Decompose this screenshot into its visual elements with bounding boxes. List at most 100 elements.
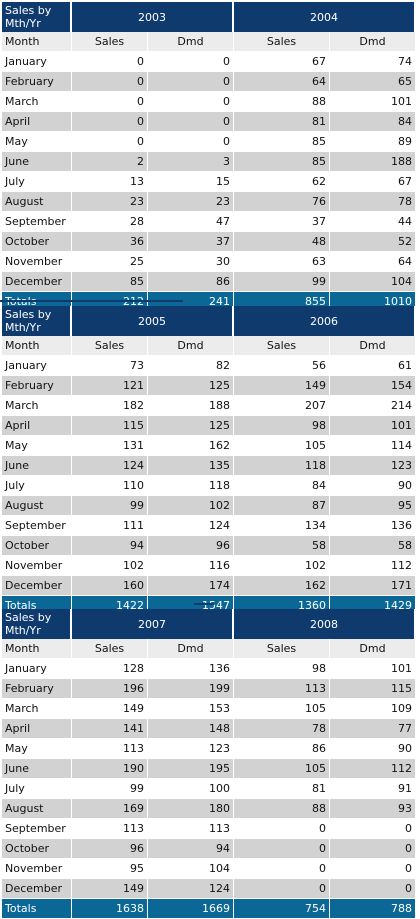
month-cell: April: [2, 719, 72, 739]
sales-cell: 86: [234, 739, 330, 759]
table-row: December 149 124 0 0: [2, 879, 416, 899]
total-dmd-cell: 788: [330, 899, 416, 919]
month-cell: May: [2, 132, 72, 152]
sales-cell: 0: [72, 132, 148, 152]
dmd-cell: 124: [148, 516, 234, 536]
sales-cell: 196: [72, 679, 148, 699]
column-header-row: Month Sales Dmd Sales Dmd: [2, 32, 416, 52]
table-row: June 2 3 85 188: [2, 152, 416, 172]
sales-cell: 105: [234, 436, 330, 456]
sales-cell: 0: [234, 839, 330, 859]
dmd-cell: 89: [330, 132, 416, 152]
sales-cell: 67: [234, 52, 330, 72]
dmd-cell: 124: [148, 879, 234, 899]
month-cell: September: [2, 212, 72, 232]
dmd-cell: 116: [148, 556, 234, 576]
dmd-cell: 174: [148, 576, 234, 596]
sales-cell: 73: [72, 356, 148, 376]
month-cell: May: [2, 436, 72, 456]
dmd-cell: 65: [330, 72, 416, 92]
month-cell: June: [2, 456, 72, 476]
sales-cell: 99: [72, 779, 148, 799]
sales-cell: 134: [234, 516, 330, 536]
sales-cell: 95: [72, 859, 148, 879]
dmd-cell: 78: [330, 192, 416, 212]
month-cell: November: [2, 556, 72, 576]
dmd-cell: 100: [148, 779, 234, 799]
dmd-cell: 52: [330, 232, 416, 252]
dmd-cell: 162: [148, 436, 234, 456]
month-cell: July: [2, 779, 72, 799]
dmd-cell: 101: [330, 416, 416, 436]
dmd-cell: 180: [148, 799, 234, 819]
dmd-cell: 115: [330, 679, 416, 699]
sales-cell: 0: [234, 879, 330, 899]
month-cell: April: [2, 112, 72, 132]
month-cell: November: [2, 859, 72, 879]
dmd-column-header: Dmd: [148, 336, 234, 356]
sales-cell: 110: [72, 476, 148, 496]
dmd-cell: 125: [148, 416, 234, 436]
month-cell: July: [2, 172, 72, 192]
table-row: August 169 180 88 93: [2, 799, 416, 819]
table-row: October 94 96 58 58: [2, 536, 416, 556]
sales-column-header: Sales: [234, 639, 330, 659]
dmd-cell: 90: [330, 739, 416, 759]
month-cell: September: [2, 516, 72, 536]
month-cell: April: [2, 416, 72, 436]
month-cell: June: [2, 152, 72, 172]
dmd-cell: 112: [330, 556, 416, 576]
month-cell: June: [2, 759, 72, 779]
sales-cell: 99: [72, 496, 148, 516]
dmd-cell: 102: [148, 496, 234, 516]
sales-cell: 87: [234, 496, 330, 516]
sales-cell: 28: [72, 212, 148, 232]
month-cell: November: [2, 252, 72, 272]
table-row: July 13 15 62 67: [2, 172, 416, 192]
table-row: January 128 136 98 101: [2, 659, 416, 679]
dmd-cell: 135: [148, 456, 234, 476]
table-row: March 182 188 207 214: [2, 396, 416, 416]
sales-cell: 113: [72, 739, 148, 759]
sales-table-block: Sales by Mth/Yr 2007 2008 Month Sales Dmd Sale…: [2, 609, 416, 919]
dmd-cell: 104: [330, 272, 416, 292]
table-row: September 28 47 37 44: [2, 212, 416, 232]
sales-cell: 23: [72, 192, 148, 212]
month-cell: August: [2, 496, 72, 516]
dmd-cell: 148: [148, 719, 234, 739]
totals-row: Totals 1638 1669 754 788: [2, 899, 416, 919]
dmd-column-header: Dmd: [148, 32, 234, 52]
sales-cell: 102: [234, 556, 330, 576]
dmd-cell: 101: [330, 92, 416, 112]
table-row: August 23 23 76 78: [2, 192, 416, 212]
dmd-cell: 0: [330, 859, 416, 879]
sales-cell: 149: [72, 879, 148, 899]
sales-cell: 149: [234, 376, 330, 396]
month-cell: March: [2, 396, 72, 416]
dmd-cell: 44: [330, 212, 416, 232]
sales-cell: 85: [72, 272, 148, 292]
sales-cell: 96: [72, 839, 148, 859]
dmd-cell: 123: [148, 739, 234, 759]
dmd-cell: 96: [148, 536, 234, 556]
month-cell: October: [2, 232, 72, 252]
sales-column-header: Sales: [72, 639, 148, 659]
sales-cell: 85: [234, 132, 330, 152]
sales-column-header: Sales: [72, 32, 148, 52]
dmd-cell: 95: [330, 496, 416, 516]
table-row: April 0 0 81 84: [2, 112, 416, 132]
total-dmd-cell: 1669: [148, 899, 234, 919]
month-column-header: Month: [2, 336, 72, 356]
table-row: May 131 162 105 114: [2, 436, 416, 456]
sales-cell: 124: [72, 456, 148, 476]
table-row: December 85 86 99 104: [2, 272, 416, 292]
dmd-cell: 171: [330, 576, 416, 596]
dmd-cell: 104: [148, 859, 234, 879]
dmd-cell: 0: [148, 132, 234, 152]
table-row: September 113 113 0 0: [2, 819, 416, 839]
table-row: April 141 148 78 77: [2, 719, 416, 739]
table-row: August 99 102 87 95: [2, 496, 416, 516]
dmd-cell: 0: [330, 839, 416, 859]
dmd-cell: 82: [148, 356, 234, 376]
sales-cell: 0: [72, 72, 148, 92]
